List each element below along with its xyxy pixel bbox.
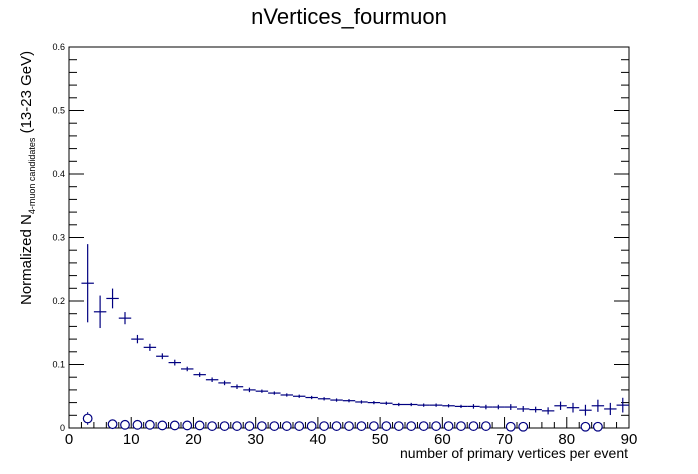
data-point-open-circle (480, 421, 491, 431)
data-point-open-circle (107, 419, 118, 430)
data-point-open-circle (431, 421, 442, 431)
data-point-open-circle (157, 420, 168, 431)
data-point-open-circle (120, 419, 130, 430)
data-point-open-circle (281, 421, 292, 431)
y-tick-label: 0.3 (52, 233, 65, 243)
data-point-open-circle (356, 421, 367, 431)
data-point-open-circle (368, 421, 379, 431)
y-tick-label: 0.5 (52, 106, 65, 116)
x-tick-label: 60 (434, 431, 451, 448)
x-tick-label: 40 (310, 431, 327, 448)
x-tick-label: 30 (247, 431, 264, 448)
plot-frame (68, 46, 630, 429)
data-markers (81, 244, 629, 432)
data-point-open-circle (518, 421, 529, 432)
data-point-open-circle (232, 421, 242, 431)
data-point-open-circle (269, 421, 280, 431)
y-axis-label: Normalized N4-muon candidates (13-23 GeV… (12, 51, 42, 310)
data-point-open-circle (406, 421, 417, 431)
tick-labels: 0 10 20 30 40 50 60 70 80 90 0 0.1 0.2 0.3 0.4 0.5 0.6 (52, 42, 637, 448)
data-point-open-circle (580, 421, 591, 432)
data-point-open-circle (144, 419, 155, 430)
x-axis-label: number of primary vertices per event (400, 445, 628, 461)
data-point-open-circle (592, 421, 603, 432)
data-point-open-circle (418, 421, 429, 431)
y-axis-label-main: Normalized N (18, 214, 35, 305)
y-tick-label: 0.2 (52, 296, 65, 306)
y-axis-label-subscript: 4-muon candidates (27, 137, 37, 215)
data-point-open-circle (294, 421, 305, 431)
data-point-open-circle (319, 421, 330, 431)
data-point-open-circle (169, 420, 180, 431)
data-point-open-circle (331, 421, 342, 431)
data-point-open-circle (82, 413, 93, 424)
y-tick-label: 0.1 (52, 360, 65, 370)
plot-area-border (68, 46, 630, 429)
data-point-open-circle (505, 421, 516, 432)
data-point-open-circle (443, 421, 454, 431)
x-tick-label: 70 (496, 431, 513, 448)
data-point-open-circle (468, 421, 479, 431)
data-point-open-circle (244, 421, 255, 431)
data-point-open-circle (393, 421, 404, 431)
y-axis-label-unit: (13-23 GeV) (18, 50, 35, 138)
y-tick-label: 0.4 (52, 169, 65, 179)
data-point-open-circle (219, 421, 230, 431)
x-tick-label: 80 (558, 431, 575, 448)
data-point-open-circle (207, 421, 218, 431)
data-point-open-circle (132, 419, 143, 430)
data-point-open-circle (194, 420, 205, 431)
x-tick-label: 50 (372, 431, 389, 448)
x-tick-label: 90 (621, 431, 638, 448)
data-point-open-circle (456, 421, 466, 431)
x-tick-label: 0 (65, 431, 73, 448)
y-tick-label: 0.6 (52, 42, 65, 52)
data-point-open-circle (256, 421, 267, 431)
data-point-open-circle (306, 421, 317, 431)
x-tick-label: 20 (185, 431, 202, 448)
axis-ticks (68, 46, 630, 429)
chart-title: nVertices_fourmuon (251, 4, 447, 29)
data-point-open-circle (344, 421, 354, 431)
y-tick-label: 0 (60, 423, 65, 433)
x-tick-label: 10 (123, 431, 140, 448)
data-point-open-circle (381, 421, 392, 431)
data-point-open-circle (182, 420, 193, 431)
